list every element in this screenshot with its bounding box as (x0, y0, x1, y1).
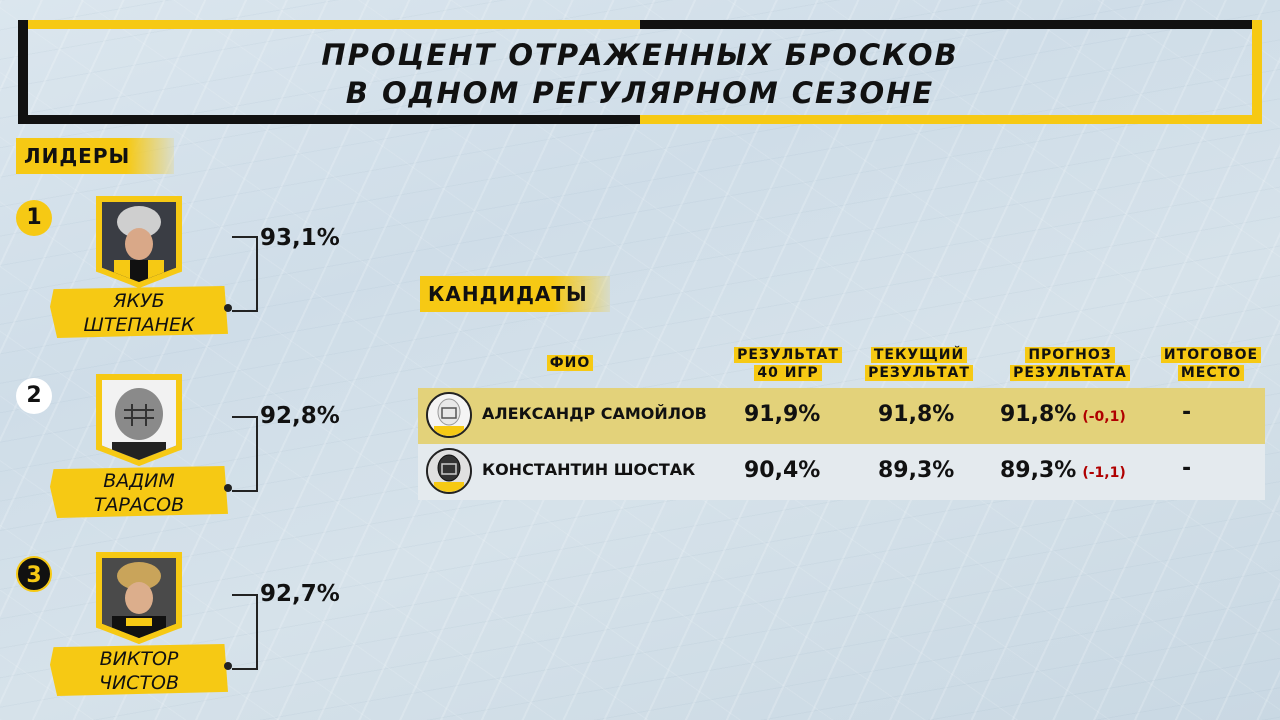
header-forecast: ПРОГНОЗ РЕЗУЛЬТАТА (1000, 346, 1140, 382)
header-name-text: ФИО (546, 355, 594, 371)
goalie-portrait-icon (102, 202, 176, 282)
title-frame: ПРОЦЕНТ ОТРАЖЕННЫХ БРОСКОВ В ОДНОМ РЕГУЛ… (18, 20, 1262, 124)
header-current-l2: РЕЗУЛЬТАТ (865, 365, 973, 381)
candidate-current: 89,3% (878, 458, 955, 483)
leader-value-2: 92,8% (260, 403, 340, 429)
connector-1 (232, 236, 258, 312)
header-current-l1: ТЕКУЩИЙ (870, 347, 968, 363)
goalie-avatar-icon (426, 392, 472, 438)
candidate-forecast-cell: 89,3% (-1,1) (1000, 458, 1126, 483)
candidate-name: АЛЕКСАНДР САМОЙЛОВ (482, 404, 707, 423)
candidate-result40: 90,4% (744, 458, 821, 483)
leader-photo-3 (96, 552, 182, 644)
leader-value-3: 92,7% (260, 581, 340, 607)
rank-badge-3: 3 (16, 556, 52, 592)
goalie-portrait-icon (102, 558, 176, 638)
header-forecast-l1: ПРОГНОЗ (1025, 347, 1115, 363)
leader-value-1: 93,1% (260, 225, 340, 251)
page-title: ПРОЦЕНТ ОТРАЖЕННЫХ БРОСКОВ В ОДНОМ РЕГУЛ… (18, 36, 1262, 112)
candidate-forecast: 89,3% (1000, 458, 1077, 483)
header-result40: РЕЗУЛЬТАТ 40 ИГР (726, 346, 850, 382)
header-current: ТЕКУЩИЙ РЕЗУЛЬТАТ (856, 346, 982, 382)
goalie-avatar-icon (426, 448, 472, 494)
candidate-current: 91,8% (878, 402, 955, 427)
candidate-result40: 91,9% (744, 402, 821, 427)
candidate-name: КОНСТАНТИН ШОСТАК (482, 460, 696, 479)
leader-name-banner-3: ВИКТОР ЧИСТОВ (50, 644, 228, 696)
connector-3 (232, 594, 258, 670)
frame-top-black (640, 20, 1262, 29)
frame-bottom-yellow (640, 115, 1262, 124)
header-place-l1: ИТОГОВОЕ (1160, 347, 1262, 363)
frame-bottom-black (18, 115, 640, 124)
leader-first-name-1: ЯКУБ (113, 290, 165, 312)
leader-name-banner-2: ВАДИМ ТАРАСОВ (50, 466, 228, 518)
leader-last-name-2: ТАРАСОВ (93, 494, 185, 516)
leader-first-name-3: ВИКТОР (99, 648, 179, 670)
candidate-forecast: 91,8% (1000, 402, 1077, 427)
title-line-1: ПРОЦЕНТ ОТРАЖЕННЫХ БРОСКОВ (321, 38, 959, 72)
rank-badge-2: 2 (16, 378, 52, 414)
frame-right (1252, 20, 1262, 124)
connector-dot-2 (224, 484, 232, 492)
candidates-label: КАНДИДАТЫ (420, 276, 610, 312)
header-name: ФИО (530, 354, 610, 372)
leader-photo-1 (96, 196, 182, 288)
leader-name-banner-1: ЯКУБ ШТЕПАНЕК (50, 286, 228, 338)
candidate-forecast-cell: 91,8% (-0,1) (1000, 402, 1126, 427)
header-result40-l2: 40 ИГР (754, 365, 822, 381)
header-place-l2: МЕСТО (1177, 365, 1245, 381)
candidate-place: - (1182, 456, 1192, 481)
header-result40-l1: РЕЗУЛЬТАТ (734, 347, 842, 363)
candidate-diff: (-0,1) (1082, 409, 1126, 425)
connector-dot-1 (224, 304, 232, 312)
rank-badge-1: 1 (16, 200, 52, 236)
leaders-label: ЛИДЕРЫ (16, 138, 174, 174)
connector-dot-3 (224, 662, 232, 670)
frame-top-yellow (18, 20, 640, 29)
table-row: АЛЕКСАНДР САМОЙЛОВ 91,9% 91,8% 91,8% (-0,… (418, 388, 1265, 444)
header-forecast-l2: РЕЗУЛЬТАТА (1010, 365, 1130, 381)
connector-2 (232, 416, 258, 492)
candidate-place: - (1182, 400, 1192, 425)
leader-last-name-3: ЧИСТОВ (98, 672, 180, 694)
title-line-2: В ОДНОМ РЕГУЛЯРНОМ СЕЗОНЕ (345, 76, 935, 110)
table-row: КОНСТАНТИН ШОСТАК 90,4% 89,3% 89,3% (-1,1… (418, 444, 1265, 500)
header-place: ИТОГОВОЕ МЕСТО (1156, 346, 1266, 382)
goalie-mask-icon (102, 380, 176, 460)
frame-left (18, 20, 28, 124)
leader-last-name-1: ШТЕПАНЕК (83, 314, 195, 336)
leader-photo-2 (96, 374, 182, 466)
leader-first-name-2: ВАДИМ (103, 470, 175, 492)
candidate-diff: (-1,1) (1082, 465, 1126, 481)
